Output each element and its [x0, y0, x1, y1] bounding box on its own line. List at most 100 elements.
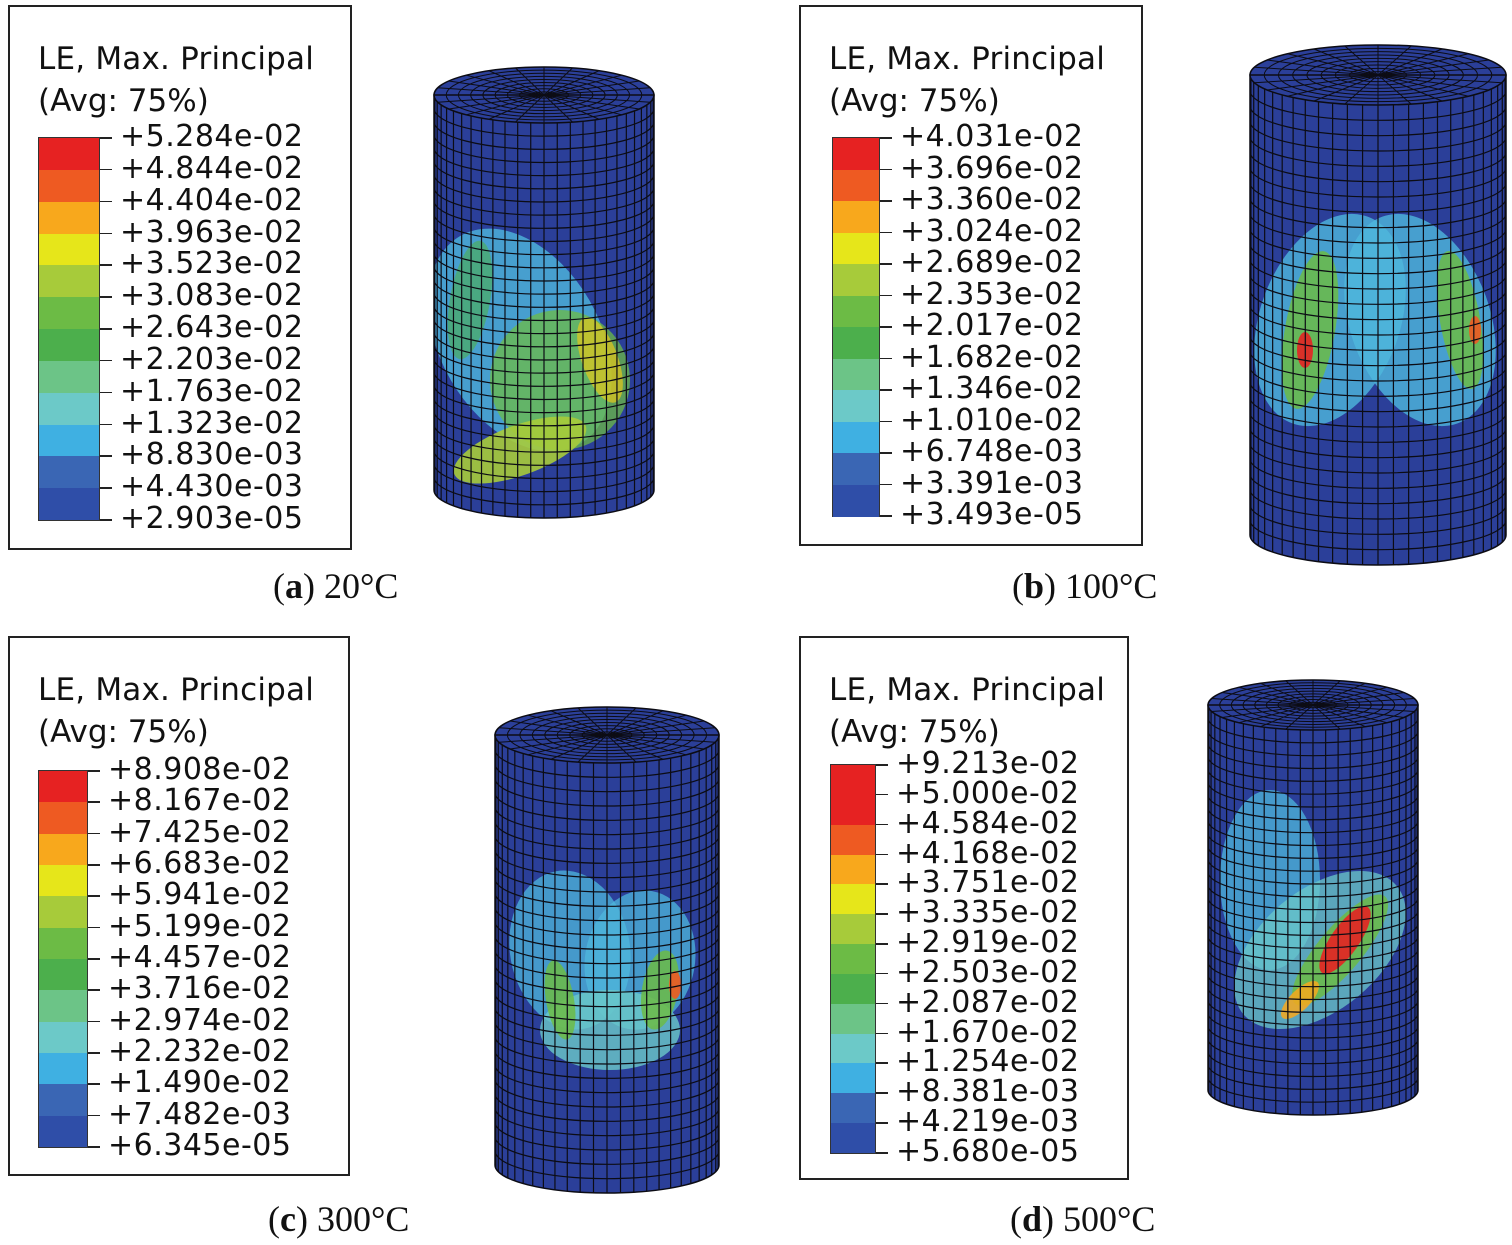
color-band: [39, 138, 99, 171]
color-band: [831, 1063, 875, 1094]
mesh-line: [1250, 120, 1506, 152]
mesh-line: [495, 906, 719, 936]
mesh-line: [1250, 90, 1506, 121]
color-band: [833, 138, 879, 170]
legend-tick: [100, 137, 112, 139]
legend-value: +7.425e-02: [108, 814, 292, 850]
mesh-line: [495, 749, 719, 778]
mesh-line: [1250, 105, 1506, 137]
legend-tick: [100, 328, 112, 330]
color-band: [833, 421, 879, 454]
legend-title: LE, Max. Principal: [829, 41, 1106, 77]
mesh-line: [1250, 381, 1506, 413]
legend-value: +3.360e-02: [900, 182, 1084, 217]
strain-contour: [669, 971, 681, 999]
color-band: [831, 944, 875, 975]
legend-value: +4.404e-02: [120, 182, 304, 218]
color-band: [39, 802, 87, 835]
mesh-line: [1208, 910, 1418, 936]
legend-tick: [880, 200, 892, 202]
mesh-line: [495, 1093, 719, 1122]
mesh-line: [495, 1007, 719, 1036]
color-band: [39, 201, 99, 234]
legend-tick: [100, 264, 112, 266]
color-band: [39, 329, 99, 362]
legend-value: +4.168e-02: [896, 835, 1080, 871]
color-band: [39, 456, 99, 489]
mesh-line: [434, 239, 654, 269]
legend-d: LE, Max. Principal (Avg: 75%) +9.213e-02…: [799, 636, 1129, 1180]
color-band: [831, 1093, 875, 1124]
legend-avg: (Avg: 75%): [38, 83, 209, 119]
legend-value: +8.830e-03: [120, 437, 304, 473]
legend-value: +3.493e-05: [900, 497, 1084, 532]
mesh-line: [1208, 820, 1418, 847]
legend-tick: [880, 137, 892, 139]
legend-value: +3.523e-02: [120, 246, 304, 282]
mesh-line: [434, 463, 654, 493]
mesh-line: [1250, 504, 1506, 535]
caption-temp: 500°C: [1063, 1199, 1156, 1239]
legend-value: +8.167e-02: [108, 783, 292, 819]
color-band: [831, 1123, 875, 1154]
legend-value: +2.232e-02: [108, 1034, 292, 1069]
legend-avg: (Avg: 75%): [38, 714, 209, 750]
strain-contour: [1436, 250, 1484, 390]
legend-tick: [880, 263, 892, 265]
mesh-line: [434, 147, 654, 177]
mesh-line: [1208, 884, 1418, 911]
color-band: [831, 914, 875, 945]
color-band: [39, 959, 87, 991]
color-band: [39, 169, 99, 203]
mesh-line: [1250, 458, 1506, 489]
color-band: [831, 765, 875, 796]
mesh-line: [1208, 897, 1418, 924]
color-band: [833, 358, 879, 391]
color-band: [39, 896, 87, 929]
legend-value: +2.087e-02: [896, 984, 1080, 1020]
legend-value: +2.503e-02: [896, 954, 1080, 990]
mesh-line: [1208, 756, 1418, 782]
legend-tick: [100, 519, 112, 521]
mesh-line: [434, 318, 654, 348]
mesh-line: [434, 358, 654, 387]
mesh-line: [495, 777, 719, 807]
color-scale: [38, 770, 88, 1148]
mesh-line: [495, 921, 719, 950]
legend-value: +2.017e-02: [900, 308, 1084, 343]
mesh-line: [1208, 781, 1418, 808]
color-scale: [830, 764, 876, 1154]
mesh-line: [495, 1121, 719, 1151]
strain-contour: [640, 950, 680, 1030]
mesh-line: [434, 305, 654, 335]
specimen-outline: [433, 94, 655, 519]
legend-value: +1.010e-02: [900, 402, 1084, 438]
mesh-line: [1208, 717, 1418, 744]
mesh-line: [1208, 846, 1418, 872]
legend-value: +4.584e-02: [896, 805, 1080, 841]
mesh-line: [1208, 769, 1418, 795]
color-band: [39, 771, 87, 803]
legend-title: LE, Max. Principal: [829, 672, 1106, 708]
mesh-line: [1208, 961, 1418, 988]
mesh-line: [495, 1064, 719, 1094]
legend-tick: [100, 391, 112, 394]
mesh-line: [1208, 987, 1418, 1013]
mesh-line: [1208, 807, 1418, 834]
legend-tick: [880, 389, 892, 391]
mesh-line: [434, 345, 654, 374]
legend-tick: [880, 357, 892, 359]
mesh-line: [1250, 243, 1506, 275]
strain-contour: [1319, 906, 1371, 974]
legend-value: +1.323e-02: [120, 405, 304, 441]
mesh-line: [1250, 212, 1506, 244]
legend-tick: [100, 168, 112, 171]
color-band: [39, 297, 99, 330]
mesh-line: [1250, 182, 1506, 213]
mesh-line: [1208, 871, 1418, 898]
mesh-line: [495, 763, 719, 793]
color-band: [833, 453, 879, 485]
